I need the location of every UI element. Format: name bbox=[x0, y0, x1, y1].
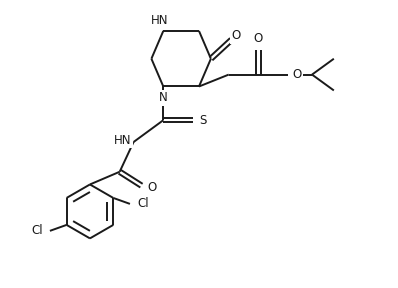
Text: N: N bbox=[159, 91, 168, 104]
Text: HN: HN bbox=[150, 14, 168, 27]
Text: Cl: Cl bbox=[137, 197, 149, 211]
Text: O: O bbox=[254, 32, 263, 45]
Text: O: O bbox=[232, 29, 241, 42]
Text: Cl: Cl bbox=[31, 224, 43, 237]
Text: S: S bbox=[199, 114, 207, 127]
Text: O: O bbox=[147, 181, 156, 194]
Text: HN: HN bbox=[114, 134, 132, 147]
Text: O: O bbox=[292, 68, 301, 81]
